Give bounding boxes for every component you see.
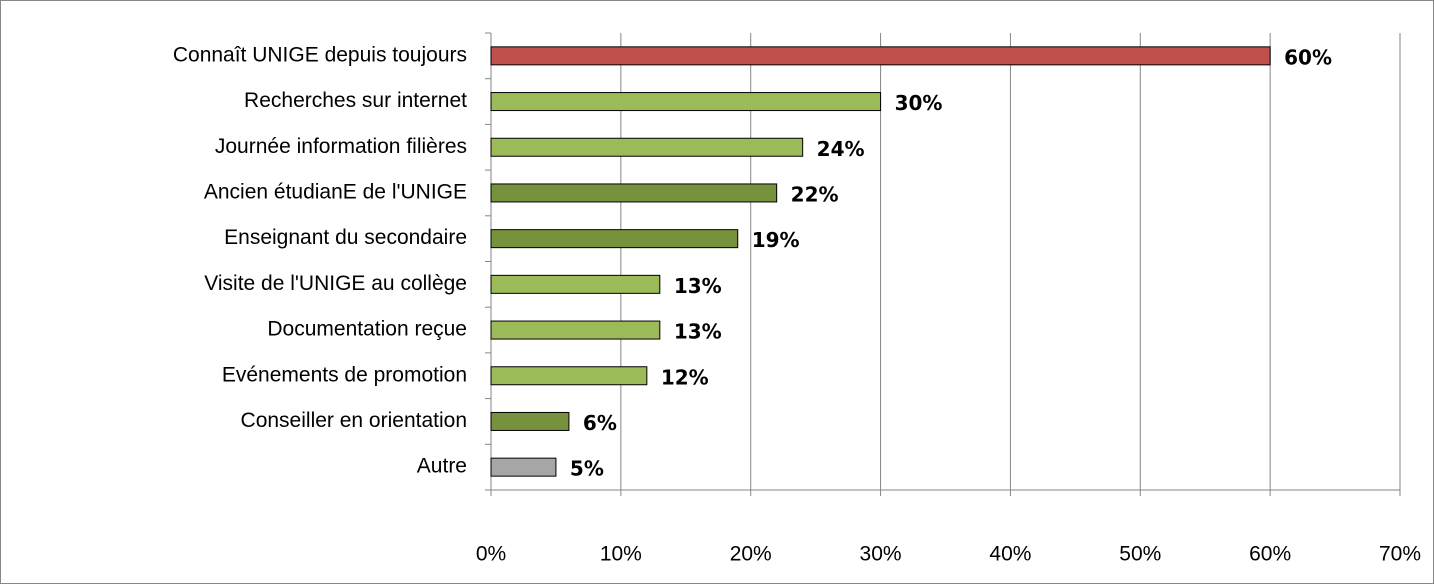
x-tick-label: 20% <box>730 543 772 566</box>
x-tick-label: 70% <box>1379 543 1421 566</box>
bar <box>490 366 648 386</box>
y-tick-label: Enseignant du secondaire <box>224 226 467 249</box>
y-tick-label: Evénements de promotion <box>222 363 467 386</box>
value-label: 24% <box>817 137 865 161</box>
x-tick-label: 0% <box>476 543 506 566</box>
bar <box>490 137 804 157</box>
y-tick-label: Journée information filières <box>215 135 467 158</box>
y-tick-label: Autre <box>417 455 467 478</box>
bar <box>490 274 661 294</box>
y-tick-label: Ancien étudianE de l'UNIGE <box>204 180 467 203</box>
value-label: 30% <box>895 91 943 115</box>
y-tick-label: Documentation reçue <box>267 318 467 341</box>
value-label: 6% <box>583 411 617 435</box>
bar <box>490 229 739 249</box>
y-tick-label: Connaît UNIGE depuis toujours <box>173 43 467 66</box>
value-label: 12% <box>661 365 709 389</box>
y-tick-label: Visite de l'UNIGE au collège <box>204 272 467 295</box>
bar <box>490 457 557 477</box>
value-label: 5% <box>570 457 604 481</box>
value-label: 19% <box>752 228 800 252</box>
x-tick-label: 50% <box>1119 543 1161 566</box>
value-label: 22% <box>791 182 839 206</box>
y-tick-label: Conseiller en orientation <box>241 409 467 432</box>
bar <box>490 320 661 340</box>
x-tick-label: 40% <box>989 543 1031 566</box>
value-label: 60% <box>1284 45 1332 69</box>
bar <box>490 183 778 203</box>
x-tick-label: 10% <box>600 543 642 566</box>
bar <box>490 46 1271 66</box>
x-tick-label: 30% <box>860 543 902 566</box>
value-label: 13% <box>674 320 722 344</box>
value-label: 13% <box>674 274 722 298</box>
bar <box>490 92 882 112</box>
bar <box>490 411 570 431</box>
y-tick-label: Recherches sur internet <box>244 89 467 112</box>
x-tick-label: 60% <box>1249 543 1291 566</box>
